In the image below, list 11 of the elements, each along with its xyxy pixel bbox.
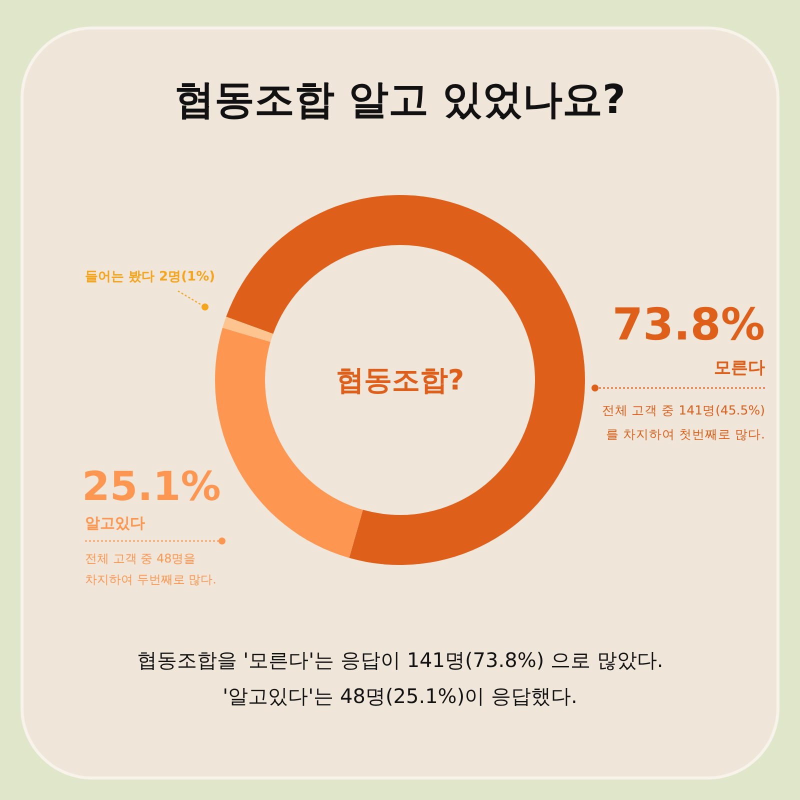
data-label: 73.8%	[612, 300, 765, 350]
chart-title: 협동조합 알고 있었나요?	[174, 77, 626, 123]
text: 전체 고객 중 48명을 차지하여 두번째로 많다.	[85, 552, 216, 586]
slice-label: 모른다	[714, 358, 765, 378]
data-label: 25.1%	[82, 464, 221, 510]
text: 협동조합?	[336, 364, 464, 396]
text: '알고있다'는 48명(25.1%)이 응답했다.	[222, 684, 578, 708]
slice-label: 들어는 봤다 2명(1%)	[85, 270, 216, 284]
slice-label: 알고있다	[85, 514, 145, 532]
text: 전체 고객 중 141명(45.5%) 를 차지하여 첫번째로 많다.	[602, 402, 765, 442]
text: 협동조합을 '모른다'는 응답이 141명(73.8%) 으로 많았다.	[136, 648, 664, 672]
